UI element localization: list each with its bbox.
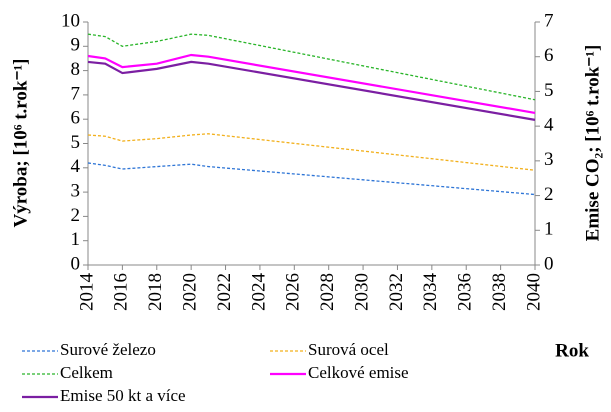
x-tick-label: 2014: [76, 273, 97, 312]
y-tick-label: 8: [71, 59, 81, 80]
y2-tick-label: 1: [544, 219, 554, 240]
series-line: [87, 162, 536, 196]
y-axis-title: Výroba; [10⁶ t.rok⁻¹]: [10, 58, 31, 227]
y2-tick-label: 7: [544, 10, 554, 31]
x-tick-label: 2038: [489, 273, 510, 311]
y-tick-label: 9: [71, 35, 81, 56]
y-tick-label: 2: [71, 205, 81, 226]
legend-label: Emise 50 kt a více: [60, 386, 186, 405]
x-tick-label: 2030: [351, 273, 372, 311]
y2-tick-label: 6: [544, 45, 554, 66]
x-tick-label: 2028: [317, 273, 338, 311]
y-tick-label: 5: [71, 132, 81, 153]
x-tick-label: 2020: [180, 273, 201, 311]
y-tick-label: 6: [71, 108, 81, 129]
x-tick-label: 2040: [523, 273, 544, 311]
x-tick-label: 2024: [248, 273, 269, 312]
y2-tick-label: 2: [544, 184, 554, 205]
y-tick-label: 7: [71, 83, 81, 104]
series-line: [87, 133, 536, 171]
x-tick-label: 2022: [214, 273, 235, 311]
legend-label: Celkové emise: [308, 363, 409, 382]
y-tick-label: 1: [71, 229, 81, 250]
y-tick-label: 3: [71, 180, 81, 201]
legend-label: Celkem: [60, 363, 113, 382]
x-tick-label: 2034: [420, 273, 441, 312]
series-line: [87, 33, 536, 101]
x-tick-label: 2016: [111, 273, 132, 311]
x-tick-label: 2036: [455, 273, 476, 311]
y-tick-label: 0: [71, 253, 81, 274]
legend-label: Surové železo: [60, 340, 156, 359]
x-tick-label: 2018: [145, 273, 166, 311]
legend-label: Surová ocel: [308, 340, 389, 359]
y2-tick-label: 5: [544, 80, 554, 101]
series-line: [87, 60, 536, 121]
y2-axis-title: Emise CO₂; [10⁶ t.rok⁻¹]: [582, 45, 603, 242]
series-line: [87, 53, 536, 115]
y2-tick-label: 3: [544, 149, 554, 170]
y2-tick-label: 0: [544, 253, 554, 274]
y2-tick-label: 4: [544, 115, 554, 136]
x-tick-label: 2032: [386, 273, 407, 311]
x-tick-label: 2026: [283, 273, 304, 311]
x-axis-title: Rok: [555, 340, 589, 361]
y-tick-label: 4: [71, 156, 81, 177]
y-tick-label: 10: [61, 10, 80, 31]
